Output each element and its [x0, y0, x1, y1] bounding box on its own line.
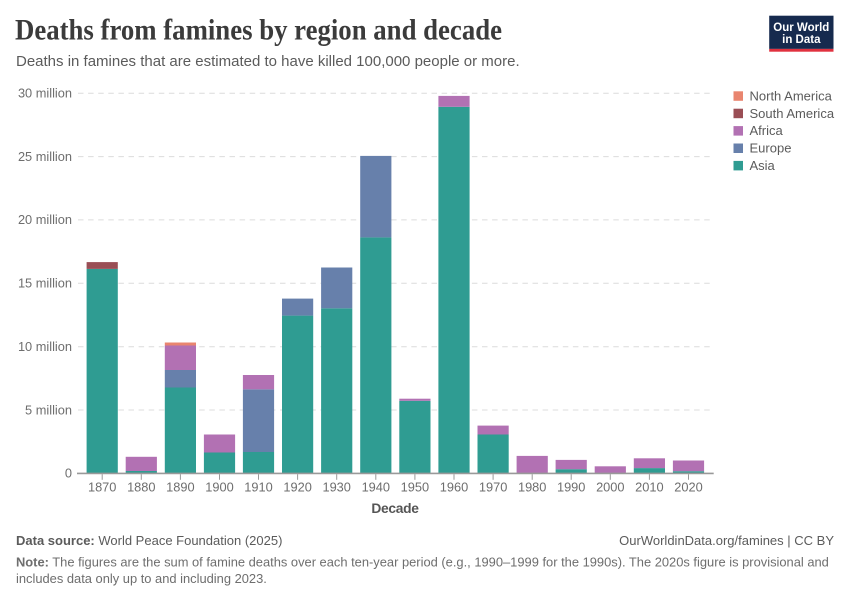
svg-text:2020: 2020	[674, 480, 702, 495]
svg-text:North America: North America	[750, 88, 833, 103]
svg-text:10 million: 10 million	[18, 339, 72, 354]
svg-text:Deaths in famines that are est: Deaths in famines that are estimated to …	[16, 53, 520, 70]
svg-text:1920: 1920	[283, 480, 311, 495]
svg-text:1940: 1940	[362, 480, 390, 495]
svg-text:1900: 1900	[205, 480, 233, 495]
svg-text:Deaths from famines by region: Deaths from famines by region and decade	[15, 14, 502, 47]
svg-text:30 million: 30 million	[18, 86, 72, 101]
svg-text:1950: 1950	[401, 480, 429, 495]
svg-text:2000: 2000	[596, 480, 624, 495]
svg-text:1910: 1910	[244, 480, 272, 495]
svg-text:1960: 1960	[440, 480, 468, 495]
svg-text:1970: 1970	[479, 480, 507, 495]
svg-text:1930: 1930	[322, 480, 350, 495]
svg-text:Data source: World Peace Found: Data source: World Peace Foundation (202…	[16, 533, 282, 548]
svg-text:1870: 1870	[88, 480, 116, 495]
svg-text:Decade: Decade	[371, 501, 419, 516]
svg-text:OurWorldinData.org/famines | C: OurWorldinData.org/famines | CC BY	[619, 533, 834, 548]
svg-text:1980: 1980	[518, 480, 546, 495]
svg-text:includes data only up to and i: includes data only up to and including 2…	[16, 571, 267, 586]
svg-text:15 million: 15 million	[18, 276, 72, 291]
svg-text:25 million: 25 million	[18, 149, 72, 164]
svg-text:Note: The figures are the sum: Note: The figures are the sum of famine …	[16, 555, 829, 570]
svg-text:Africa: Africa	[750, 123, 784, 138]
svg-text:0: 0	[65, 466, 72, 481]
svg-text:1990: 1990	[557, 480, 585, 495]
svg-text:South America: South America	[750, 106, 835, 121]
svg-text:in Data: in Data	[782, 34, 821, 46]
svg-text:Asia: Asia	[750, 158, 776, 173]
svg-text:Europe: Europe	[750, 141, 792, 156]
svg-text:2010: 2010	[635, 480, 663, 495]
svg-text:20 million: 20 million	[18, 212, 72, 227]
svg-text:Our World: Our World	[773, 22, 829, 34]
svg-text:1890: 1890	[166, 480, 194, 495]
svg-text:5 million: 5 million	[25, 402, 72, 417]
svg-text:1880: 1880	[127, 480, 155, 495]
